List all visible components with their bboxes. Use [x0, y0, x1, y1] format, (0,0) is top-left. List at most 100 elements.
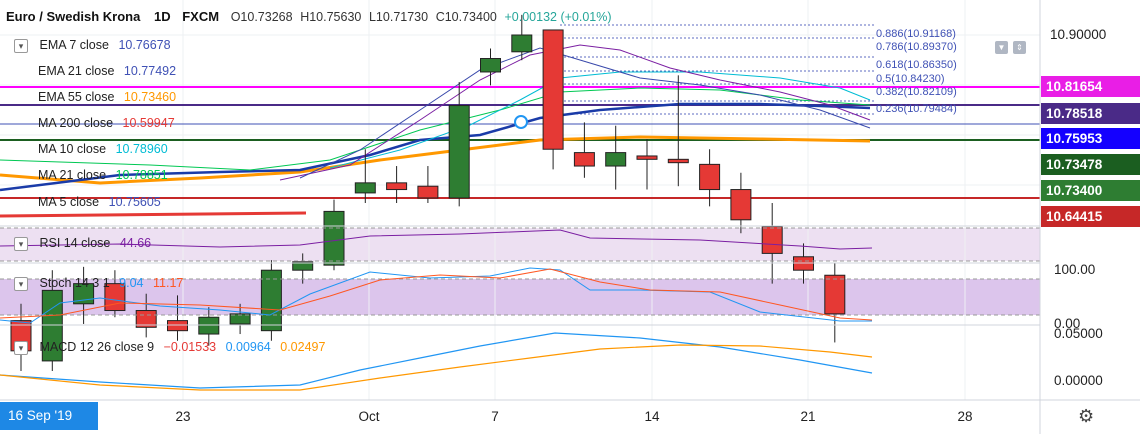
low-value: L10.71730 — [368, 10, 429, 24]
candle-body — [824, 274, 846, 315]
legend: Euro / Swedish Krona 1D FXCM O10.73268 H… — [6, 9, 612, 355]
indicator-ema21[interactable]: EMA 21 close 10.77492 — [38, 64, 176, 78]
chevron-down-icon[interactable]: ▾ — [14, 38, 28, 53]
candle-body — [699, 163, 721, 191]
gear-icon[interactable]: ⚙ — [1078, 406, 1095, 426]
indicator-value: 10.78851 — [115, 168, 168, 182]
rsi-value: 44.66 — [119, 236, 152, 250]
macd-axis-label: 0.05000 — [1054, 326, 1103, 341]
macd-signal-value: 0.02497 — [280, 340, 326, 354]
rsi-label: RSI 14 close — [39, 236, 111, 250]
chevron-down-icon[interactable]: ▾ — [14, 236, 28, 251]
price-axis-label: 10.90000 — [1050, 27, 1107, 42]
moving-average-lines — [0, 44, 871, 192]
stoch-axis-label: 100.00 — [1054, 262, 1096, 277]
symbol-name[interactable]: Euro / Swedish Krona — [6, 9, 141, 24]
candle-body — [542, 29, 564, 150]
fib-label: 0.236(10.79484) — [876, 103, 957, 115]
candle-body — [41, 289, 63, 362]
candle-body — [667, 158, 689, 164]
candle-body — [73, 283, 95, 305]
macd-axis-label: 0.00000 — [1054, 373, 1103, 388]
stoch-label: Stoch 14 3 1 — [39, 276, 110, 290]
crosshair-marker[interactable] — [514, 115, 528, 129]
fib-label: 0.786(10.89370) — [876, 41, 957, 53]
ema21-line — [0, 102, 871, 192]
indicator-label: MA 21 close — [38, 168, 107, 182]
price-tag: 10.73478 — [1041, 154, 1140, 175]
candle-body — [229, 313, 251, 325]
candle-body — [636, 155, 658, 160]
candle-body — [448, 105, 470, 199]
indicator-ma5[interactable]: MA 5 close 10.75605 — [38, 195, 161, 209]
indicator-label: EMA 7 close — [39, 38, 109, 52]
ema55-line — [0, 135, 871, 185]
indicator-ma10[interactable]: MA 10 close 10.78960 — [38, 142, 168, 156]
macd-hist-value: −0.01533 — [163, 340, 217, 354]
date-label: 7 — [491, 409, 499, 424]
candle-body — [730, 189, 752, 221]
candle-body — [167, 320, 188, 332]
indicator-ma200[interactable]: MA 200 close 10.59947 — [38, 116, 175, 130]
candle-body — [511, 34, 533, 53]
indicator-value: 10.77492 — [123, 64, 177, 78]
exchange: FXCM — [182, 9, 220, 24]
stoch-pane-fill — [0, 279, 1040, 315]
indicator-value: 10.75605 — [108, 195, 161, 209]
stoch-axis-label: 0.00 — [1054, 316, 1081, 331]
price-tag: 10.81654 — [1041, 76, 1140, 97]
fib-label: 0.618(10.86350) — [876, 59, 957, 71]
chevron-down-icon[interactable]: ▾ — [14, 340, 28, 355]
stoch-legend[interactable]: ▾ Stoch 14 3 1 9.04 11.17 — [14, 276, 183, 291]
date-label: 28 — [957, 409, 973, 424]
price-tag: 10.73400 — [1041, 180, 1140, 201]
candle-body — [198, 316, 220, 335]
candle-body — [573, 152, 595, 167]
oscillator-lines — [0, 227, 1040, 391]
macd-signal-line — [0, 344, 873, 391]
collapse-icon[interactable]: ▼ — [995, 41, 1008, 54]
rsi-legend[interactable]: ▾ RSI 14 close 44.66 — [14, 236, 151, 251]
indicator-ema55[interactable]: EMA 55 close 10.73460 — [38, 90, 176, 104]
candle-body — [417, 185, 439, 199]
candle-body — [292, 261, 314, 271]
indicator-label: EMA 21 close — [38, 64, 115, 78]
fib-label: 0.5(10.84230) — [876, 73, 945, 85]
indicator-ma21[interactable]: MA 21 close 10.78851 — [38, 168, 168, 182]
date-label: 23 — [175, 409, 191, 424]
indicator-value: 10.59947 — [122, 116, 175, 130]
macd-legend[interactable]: ▾ MACD 12 26 close 9 −0.01533 0.00964 0.… — [14, 340, 325, 355]
interval[interactable]: 1D — [153, 9, 171, 24]
indicator-ema7[interactable]: ▾ EMA 7 close 10.76678 — [14, 38, 171, 53]
stoch-d-value: 11.17 — [153, 276, 184, 290]
crosshair-date-tag: 16 Sep '19 — [0, 402, 98, 430]
candle-body — [104, 283, 126, 312]
close-value: C10.73400 — [435, 10, 497, 24]
indicator-label: MA 10 close — [38, 142, 107, 156]
ma5-line — [299, 47, 871, 179]
ema7-line — [279, 44, 871, 181]
fib-label: 0.886(10.91168) — [876, 28, 956, 40]
date-label: 21 — [800, 409, 816, 424]
indicator-value: 10.76678 — [118, 38, 171, 52]
candle-body — [354, 182, 376, 194]
price-tag: 10.75953 — [1041, 128, 1140, 149]
stoch-d-line — [0, 268, 873, 321]
scale-icon[interactable]: ⇕ — [1013, 41, 1026, 54]
candle-body — [260, 269, 282, 332]
indicator-label: MA 5 close — [38, 195, 100, 209]
macd-label: MACD 12 26 close 9 — [39, 340, 155, 354]
candle-body — [761, 226, 783, 254]
stoch-k-value: 9.04 — [119, 276, 144, 290]
date-label: Oct — [358, 409, 380, 424]
ma10-line — [329, 71, 871, 169]
fib-label: 0.382(10.82109) — [876, 86, 957, 98]
open-value: O10.73268 — [230, 10, 293, 24]
chevron-down-icon[interactable]: ▾ — [14, 276, 28, 291]
symbol-header[interactable]: Euro / Swedish Krona 1D FXCM O10.73268 H… — [6, 9, 612, 24]
indicator-label: MA 200 close — [38, 116, 114, 130]
indicator-label: EMA 55 close — [38, 90, 115, 104]
